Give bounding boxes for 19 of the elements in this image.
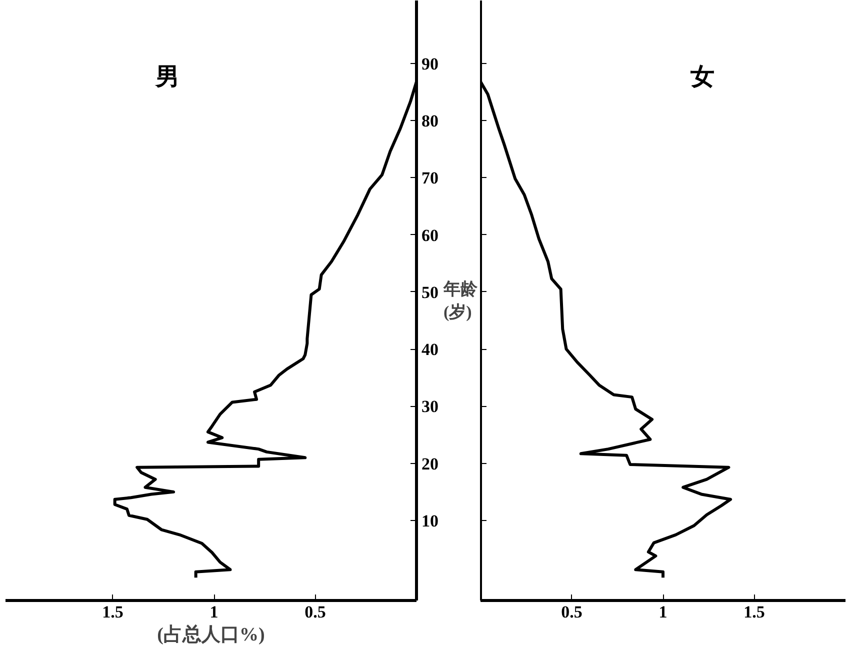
x-tick-label: 1 [210, 602, 218, 622]
y-tick-label: 80 [422, 112, 438, 130]
x-axis-title: (占总人口%) [157, 624, 265, 646]
x-tick-label: 1.5 [744, 602, 765, 622]
y-tick-label: 70 [422, 168, 438, 188]
y-tick-label: 40 [422, 340, 438, 360]
y-tick-label: 30 [422, 397, 438, 416]
text: 女 [690, 64, 714, 90]
x-tick-label: 1.5 [102, 602, 124, 622]
y-tick-label: 50 [422, 282, 438, 302]
y-tick-label: 60 [422, 226, 438, 245]
y-tick-label: 10 [422, 512, 438, 530]
x-tick-label: 0.5 [304, 602, 326, 622]
y-tick-label: 20 [422, 454, 438, 474]
y-axis-title: 年龄 (岁) [442, 280, 478, 322]
x-tick-label: 1 [658, 602, 668, 622]
text: 男 [154, 64, 180, 90]
y-tick-label: 90 [422, 54, 438, 74]
x-tick-label: 0.5 [561, 602, 582, 622]
